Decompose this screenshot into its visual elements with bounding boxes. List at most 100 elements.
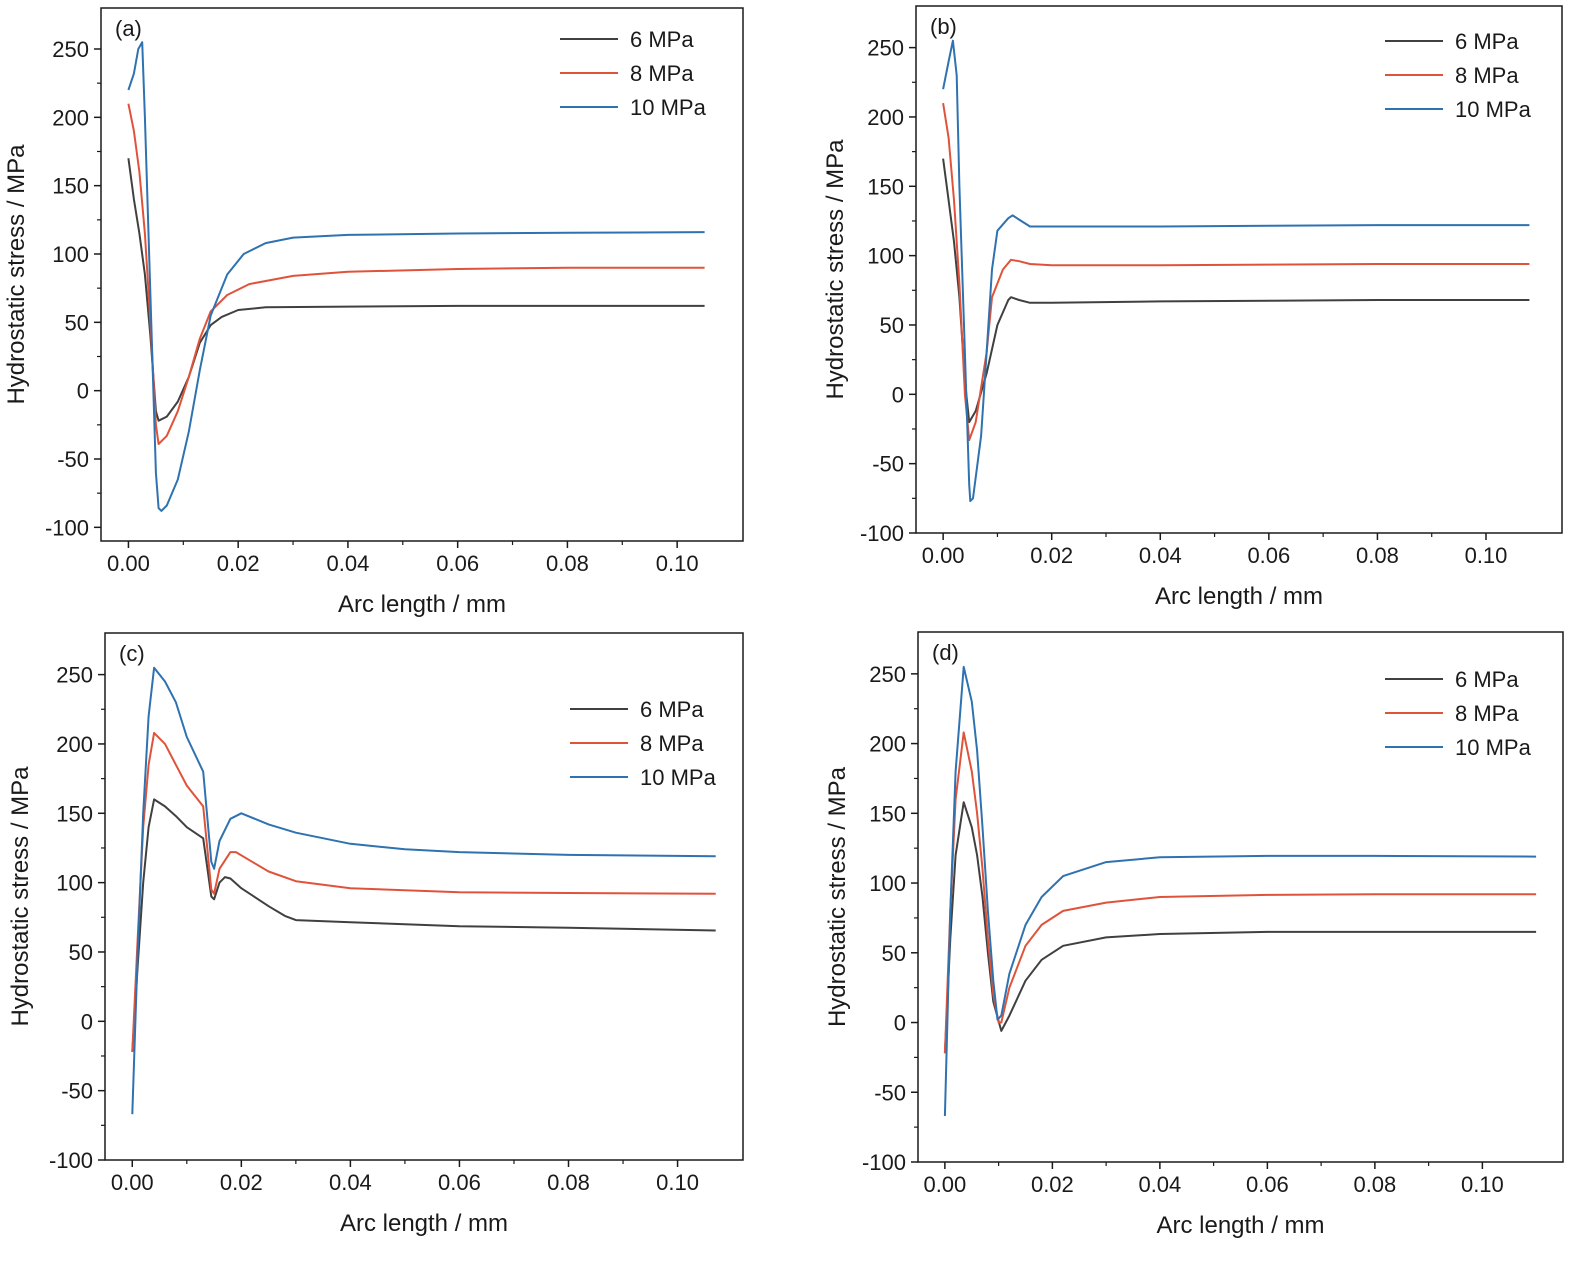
x-tick-label: 0.00: [923, 1172, 966, 1197]
x-tick-label: 0.00: [922, 543, 965, 568]
series-line-8-mpa: [943, 731, 1537, 1054]
legend-entry: 6 MPa: [640, 697, 704, 722]
x-tick-label: 0.04: [1138, 1172, 1181, 1197]
y-tick-label: 50: [69, 940, 93, 965]
y-tick-label: -50: [872, 452, 904, 477]
x-tick-label: 0.06: [438, 1170, 481, 1195]
panel-label: (c): [119, 641, 145, 666]
y-tick-label: 50: [882, 941, 906, 966]
y-tick-label: 100: [56, 871, 93, 896]
y-tick-label: -50: [61, 1079, 93, 1104]
x-tick-label: 0.02: [217, 551, 260, 576]
x-tick-label: 0.04: [327, 551, 370, 576]
x-tick-label: 0.08: [546, 551, 589, 576]
panel-d: 0.00 0.02 0.04 0.06 0.08 0.10 -100 -50 0 50 100 150…: [824, 631, 1564, 1239]
y-tick-label: 50: [65, 310, 89, 335]
y-tick-label: 250: [867, 36, 904, 61]
y-tick-label: -50: [57, 447, 89, 472]
panel-label: (b): [930, 14, 957, 39]
plot-frame: [915, 5, 1563, 534]
y-tick-label: 150: [867, 174, 904, 199]
x-tick-label: 0.08: [547, 1170, 590, 1195]
y-tick-label: 50: [880, 313, 904, 338]
series-line-6-mpa: [943, 801, 1537, 1054]
panel-label: (a): [115, 16, 142, 41]
series-line-6-mpa: [127, 158, 705, 422]
y-tick-label: 0: [81, 1009, 93, 1034]
series-line-8-mpa: [131, 731, 716, 1052]
series-line-6-mpa: [131, 798, 716, 1052]
legend-entry: 6 MPa: [630, 27, 694, 52]
x-tick-label: 0.10: [656, 551, 699, 576]
y-tick-label: -100: [49, 1148, 93, 1173]
y-axis-label: Hydrostatic stress / MPa: [822, 139, 849, 400]
series-line-10-mpa: [942, 39, 1530, 503]
legend-entry: 8 MPa: [640, 731, 704, 756]
x-axis-label: Arc length / mm: [1156, 1212, 1324, 1239]
y-tick-label: 150: [56, 801, 93, 826]
x-tick-label: 0.00: [111, 1170, 154, 1195]
y-tick-label: 200: [869, 732, 906, 757]
y-tick-label: 200: [867, 105, 904, 130]
legend-entry: 10 MPa: [630, 95, 707, 120]
series-line-10-mpa: [127, 41, 705, 512]
x-axis-label: Arc length / mm: [340, 1210, 508, 1237]
panel-label: (d): [932, 640, 959, 665]
y-tick-label: -100: [860, 521, 904, 546]
y-tick-label: 0: [894, 1011, 906, 1036]
legend-entry: 6 MPa: [1455, 667, 1519, 692]
y-tick-label: 100: [869, 871, 906, 896]
plot-frame: [104, 632, 744, 1161]
y-tick-label: 100: [52, 242, 89, 267]
x-tick-label: 0.06: [436, 551, 479, 576]
series-line-10-mpa: [943, 665, 1537, 1117]
x-tick-label: 0.10: [1465, 543, 1508, 568]
y-tick-label: 200: [52, 105, 89, 130]
y-tick-label: 100: [867, 244, 904, 269]
x-tick-label: 0.04: [1139, 543, 1182, 568]
y-tick-label: 150: [869, 801, 906, 826]
series-line-10-mpa: [131, 666, 716, 1115]
series-line-8-mpa: [127, 103, 705, 445]
y-axis-label: Hydrostatic stress / MPa: [3, 144, 30, 405]
y-tick-label: 250: [869, 662, 906, 687]
y-tick-label: 0: [892, 382, 904, 407]
x-tick-label: 0.08: [1356, 543, 1399, 568]
panel-c: 0.00 0.02 0.04 0.06 0.08 0.10 -100 -50 0 50 100 150…: [7, 632, 744, 1237]
legend-entry: 10 MPa: [640, 765, 717, 790]
x-axis-label: Arc length / mm: [338, 591, 506, 618]
legend-entry: 8 MPa: [1455, 63, 1519, 88]
x-axis-label: Arc length / mm: [1155, 583, 1323, 610]
y-axis-label: Hydrostatic stress / MPa: [824, 766, 851, 1027]
legend-entry: 10 MPa: [1455, 97, 1532, 122]
panel-b: 0.00 0.02 0.04 0.06 0.08 0.10 -100 -50 0 50 100 150…: [822, 5, 1563, 610]
y-axis-label: Hydrostatic stress / MPa: [7, 766, 34, 1027]
y-tick-label: -100: [45, 515, 89, 540]
x-tick-label: 0.10: [1461, 1172, 1504, 1197]
y-tick-label: 250: [56, 663, 93, 688]
series-line-8-mpa: [942, 102, 1530, 442]
x-tick-label: 0.02: [1030, 543, 1073, 568]
y-tick-label: 150: [52, 174, 89, 199]
x-tick-label: 0.02: [1031, 1172, 1074, 1197]
y-tick-label: -50: [874, 1080, 906, 1105]
x-tick-label: 0.06: [1247, 543, 1290, 568]
panel-a: 0.00 0.02 0.04 0.06 0.08 0.10 -100 -50 0 50 100 150…: [3, 7, 744, 618]
x-tick-label: 0.08: [1353, 1172, 1396, 1197]
y-tick-label: 0: [77, 379, 89, 404]
legend-entry: 6 MPa: [1455, 29, 1519, 54]
x-tick-label: 0.00: [107, 551, 150, 576]
y-tick-label: 250: [52, 37, 89, 62]
plot-frame: [917, 631, 1564, 1163]
plot-frame: [100, 7, 744, 542]
y-tick-label: -100: [862, 1150, 906, 1175]
series-line-6-mpa: [942, 158, 1530, 424]
x-tick-label: 0.10: [656, 1170, 699, 1195]
x-tick-label: 0.06: [1246, 1172, 1289, 1197]
x-tick-label: 0.04: [329, 1170, 372, 1195]
legend-entry: 10 MPa: [1455, 735, 1532, 760]
y-tick-label: 200: [56, 732, 93, 757]
legend-entry: 8 MPa: [1455, 701, 1519, 726]
x-tick-label: 0.02: [220, 1170, 263, 1195]
